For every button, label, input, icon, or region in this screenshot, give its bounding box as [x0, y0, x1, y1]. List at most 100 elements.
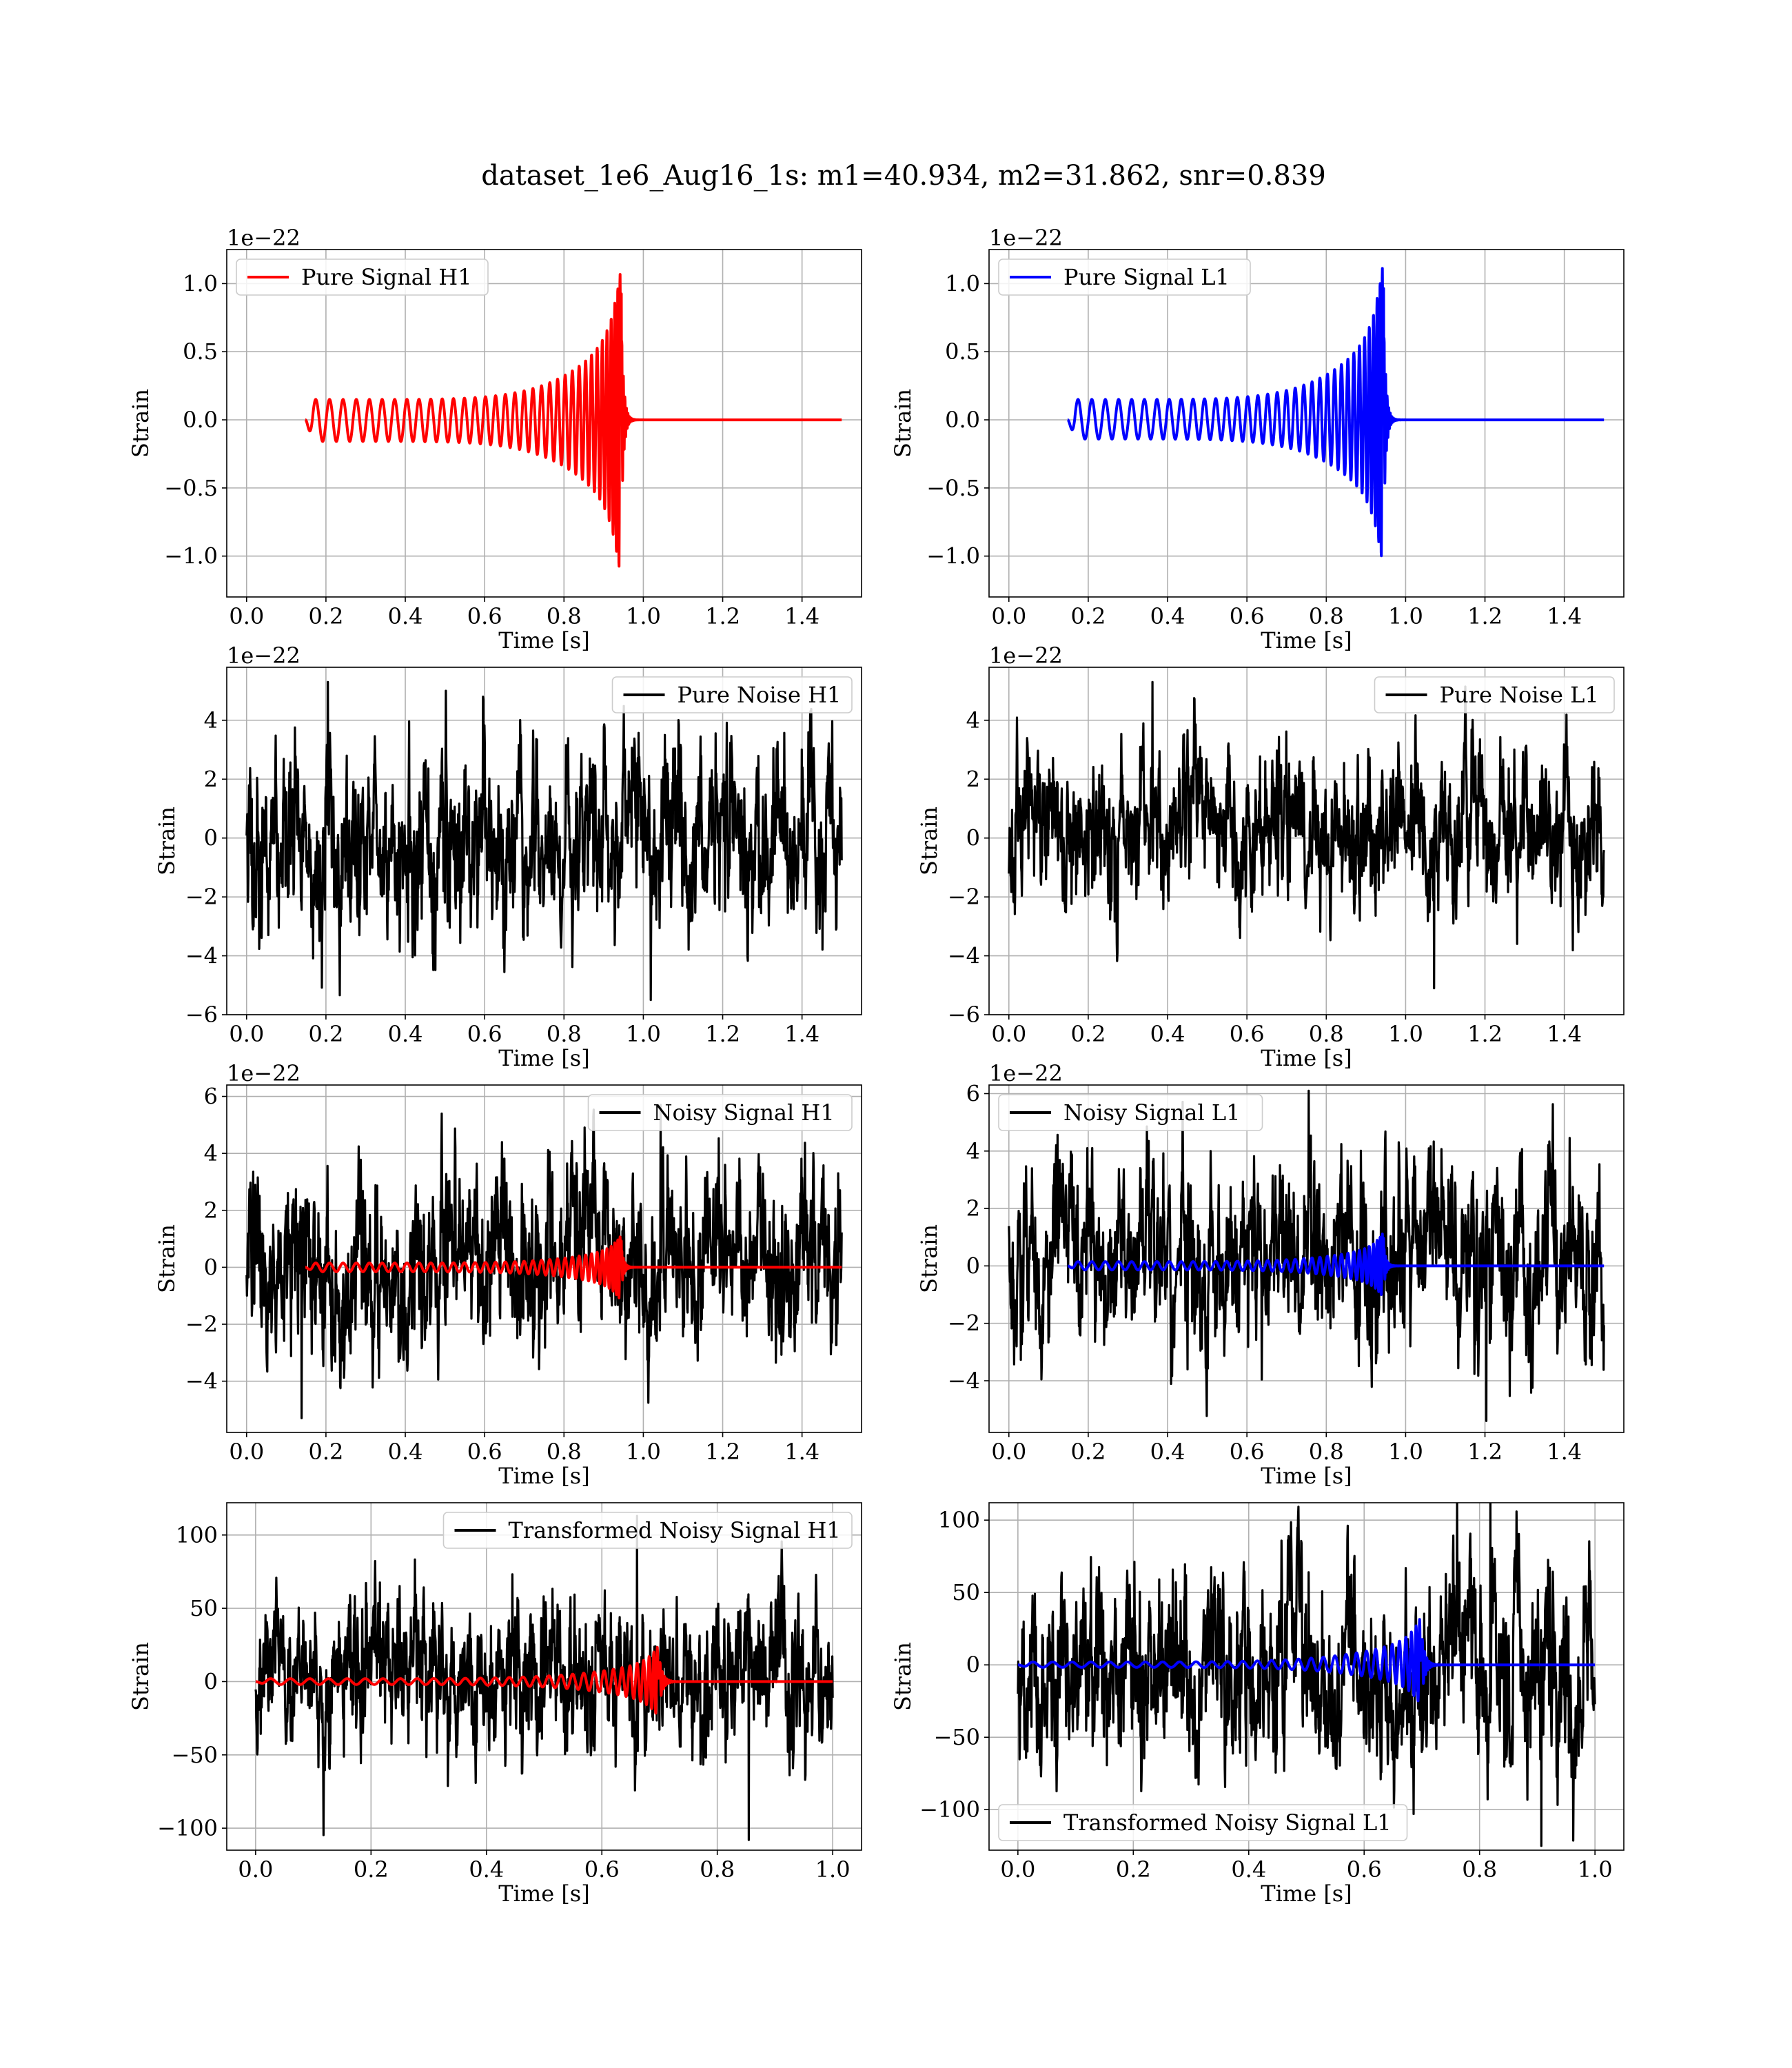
signal-line-0	[304, 273, 843, 568]
x-axis-label: Time [s]	[1261, 627, 1352, 653]
legend-label: Pure Noise H1	[678, 682, 842, 708]
y-tick-label: 2	[966, 1195, 980, 1221]
signal-line-1	[1017, 1618, 1596, 1703]
x-tick-label: 1.4	[784, 1021, 819, 1047]
signal-line-0	[1066, 267, 1605, 558]
legend: Pure Noise H1	[611, 676, 853, 713]
y-axis-label: Strain	[128, 389, 154, 458]
x-tick-label: 0.2	[354, 1856, 389, 1883]
x-tick-label: 0.2	[308, 603, 343, 629]
x-tick-label: 0.4	[388, 603, 423, 629]
x-tick-label: 0.2	[1070, 603, 1106, 629]
axes-frame	[226, 1084, 862, 1433]
x-tick-label: 0.4	[1231, 1856, 1266, 1883]
axes-frame	[226, 667, 862, 1015]
y-tick-label: 0.0	[183, 407, 218, 433]
x-tick-label: 0.0	[229, 1021, 264, 1047]
y-tick-label: 0	[204, 825, 218, 851]
y-tick-label: 4	[966, 707, 980, 733]
y-tick-label: 2	[966, 766, 980, 792]
legend: Noisy Signal H1	[587, 1094, 853, 1131]
y-tick-label: 0	[966, 825, 980, 851]
x-tick-label: 0.4	[388, 1439, 423, 1465]
subplot-pure-signal-l1: 0.0 0.2 0.4 0.6 0.8 1.0 1.2 1.4 −1.0 −0.5 0.0 0.5 1.…	[890, 225, 1625, 653]
y-tick-label: −2	[948, 884, 980, 910]
x-tick-label: 0.0	[991, 603, 1026, 629]
subplot-pure-signal-h1: 0.0 0.2 0.4 0.6 0.8 1.0 1.2 1.4 −1.0 −0.5 0.0 0.5 1.…	[128, 225, 862, 653]
x-tick-label: 0.0	[991, 1439, 1026, 1465]
axes-frame	[988, 249, 1625, 598]
y-tick-label: 0.5	[945, 338, 980, 365]
signal-line-1	[254, 1645, 834, 1715]
y-axis-label: Strain	[154, 807, 180, 875]
y-tick-label: −4	[948, 943, 980, 969]
x-tick-label: 0.0	[238, 1856, 273, 1883]
x-tick-label: 0.6	[1230, 603, 1265, 629]
x-tick-label: 1.4	[784, 1439, 819, 1465]
x-tick-label: 0.8	[1462, 1856, 1497, 1883]
y-offset-text: 1e−22	[227, 1060, 301, 1086]
noise-line-0	[245, 1104, 843, 1419]
y-offset-text: 1e−22	[989, 642, 1063, 669]
y-tick-label: −100	[157, 1815, 218, 1841]
x-tick-label: 1.4	[1547, 1439, 1582, 1465]
x-tick-label: 0.4	[388, 1021, 423, 1047]
figure-suptitle: dataset_1e6_Aug16_1s: m1=40.934, m2=31.8…	[481, 160, 1326, 192]
legend: Transformed Noisy Signal L1	[998, 1804, 1408, 1841]
y-tick-label: −6	[948, 1002, 980, 1028]
x-tick-label: 1.0	[626, 1439, 661, 1465]
y-tick-label: 0.5	[183, 338, 218, 365]
legend: Transformed Noisy Signal H1	[442, 1512, 853, 1549]
y-tick-label: −1.0	[926, 543, 980, 569]
y-tick-label: −1.0	[164, 543, 218, 569]
y-tick-label: 0	[966, 1652, 980, 1678]
legend: Noisy Signal L1	[998, 1094, 1263, 1131]
x-tick-label: 0.2	[1070, 1021, 1106, 1047]
y-tick-label: 6	[966, 1080, 980, 1106]
legend-label: Noisy Signal H1	[653, 1099, 835, 1126]
x-tick-label: 0.0	[991, 1021, 1026, 1047]
x-tick-label: 1.0	[1578, 1856, 1613, 1883]
plot-area	[1008, 1089, 1605, 1422]
subplot-transformed-noisy-signal-h1: 0.0 0.2 0.4 0.6 0.8 1.0 −100 −50 0 50 100 Time [s] S…	[128, 1502, 862, 1907]
x-tick-label: 0.2	[1116, 1856, 1151, 1883]
subplot-pure-noise-l1: 0.0 0.2 0.4 0.6 0.8 1.0 1.2 1.4 −6 −4 −2 0 2 4 Time [s…	[916, 642, 1625, 1071]
subplot-noisy-signal-h1: 0.0 0.2 0.4 0.6 0.8 1.0 1.2 1.4 −4 −2 0 2 4 6 Time [s]…	[154, 1060, 862, 1489]
legend-label: Transformed Noisy Signal L1	[1063, 1810, 1392, 1836]
x-tick-label: 0.6	[467, 1021, 502, 1047]
y-offset-text: 1e−22	[227, 225, 301, 251]
subplot-grid: 0.0 0.2 0.4 0.6 0.8 1.0 1.2 1.4 −1.0 −0.5 0.0 0.5 1.…	[128, 225, 1625, 1907]
x-tick-label: 1.0	[626, 1021, 661, 1047]
x-tick-label: 0.0	[229, 603, 264, 629]
subplot-noisy-signal-l1: 0.0 0.2 0.4 0.6 0.8 1.0 1.2 1.4 −4 −2 0 2 4 6 Time [s]…	[916, 1060, 1625, 1489]
x-tick-label: 0.6	[467, 1439, 502, 1465]
y-tick-label: 50	[952, 1579, 980, 1605]
legend: Pure Signal H1	[236, 258, 489, 296]
subplot-pure-noise-h1: 0.0 0.2 0.4 0.6 0.8 1.0 1.2 1.4 −6 −4 −2 0 2 4 Time [s…	[154, 642, 862, 1071]
y-tick-label: −4	[185, 1368, 218, 1395]
y-tick-label: 4	[966, 1138, 980, 1164]
x-tick-label: 1.4	[784, 603, 819, 629]
legend-box	[236, 258, 489, 296]
legend-box	[1374, 676, 1615, 713]
y-tick-label: −4	[948, 1368, 980, 1394]
x-tick-label: 1.4	[1547, 1021, 1582, 1047]
noise-line-0	[1008, 680, 1605, 990]
axes-frame	[988, 667, 1625, 1015]
x-tick-label: 0.8	[547, 603, 582, 629]
y-tick-label: 0.0	[945, 407, 980, 433]
x-tick-label: 0.6	[1230, 1439, 1265, 1465]
x-tick-label: 0.2	[308, 1021, 343, 1047]
x-axis-label: Time [s]	[1261, 1881, 1352, 1907]
y-tick-label: 6	[204, 1084, 218, 1110]
x-tick-label: 0.8	[547, 1021, 582, 1047]
y-tick-label: 2	[204, 1197, 218, 1224]
axes-frame	[226, 249, 862, 598]
x-tick-label: 0.8	[1309, 603, 1344, 629]
x-tick-label: 0.4	[1150, 1021, 1185, 1047]
x-tick-label: 0.6	[467, 603, 502, 629]
y-offset-text: 1e−22	[989, 1060, 1063, 1086]
x-tick-label: 1.2	[1467, 1021, 1503, 1047]
y-tick-label: −2	[185, 1311, 218, 1337]
noise-line-0	[254, 1514, 834, 1841]
